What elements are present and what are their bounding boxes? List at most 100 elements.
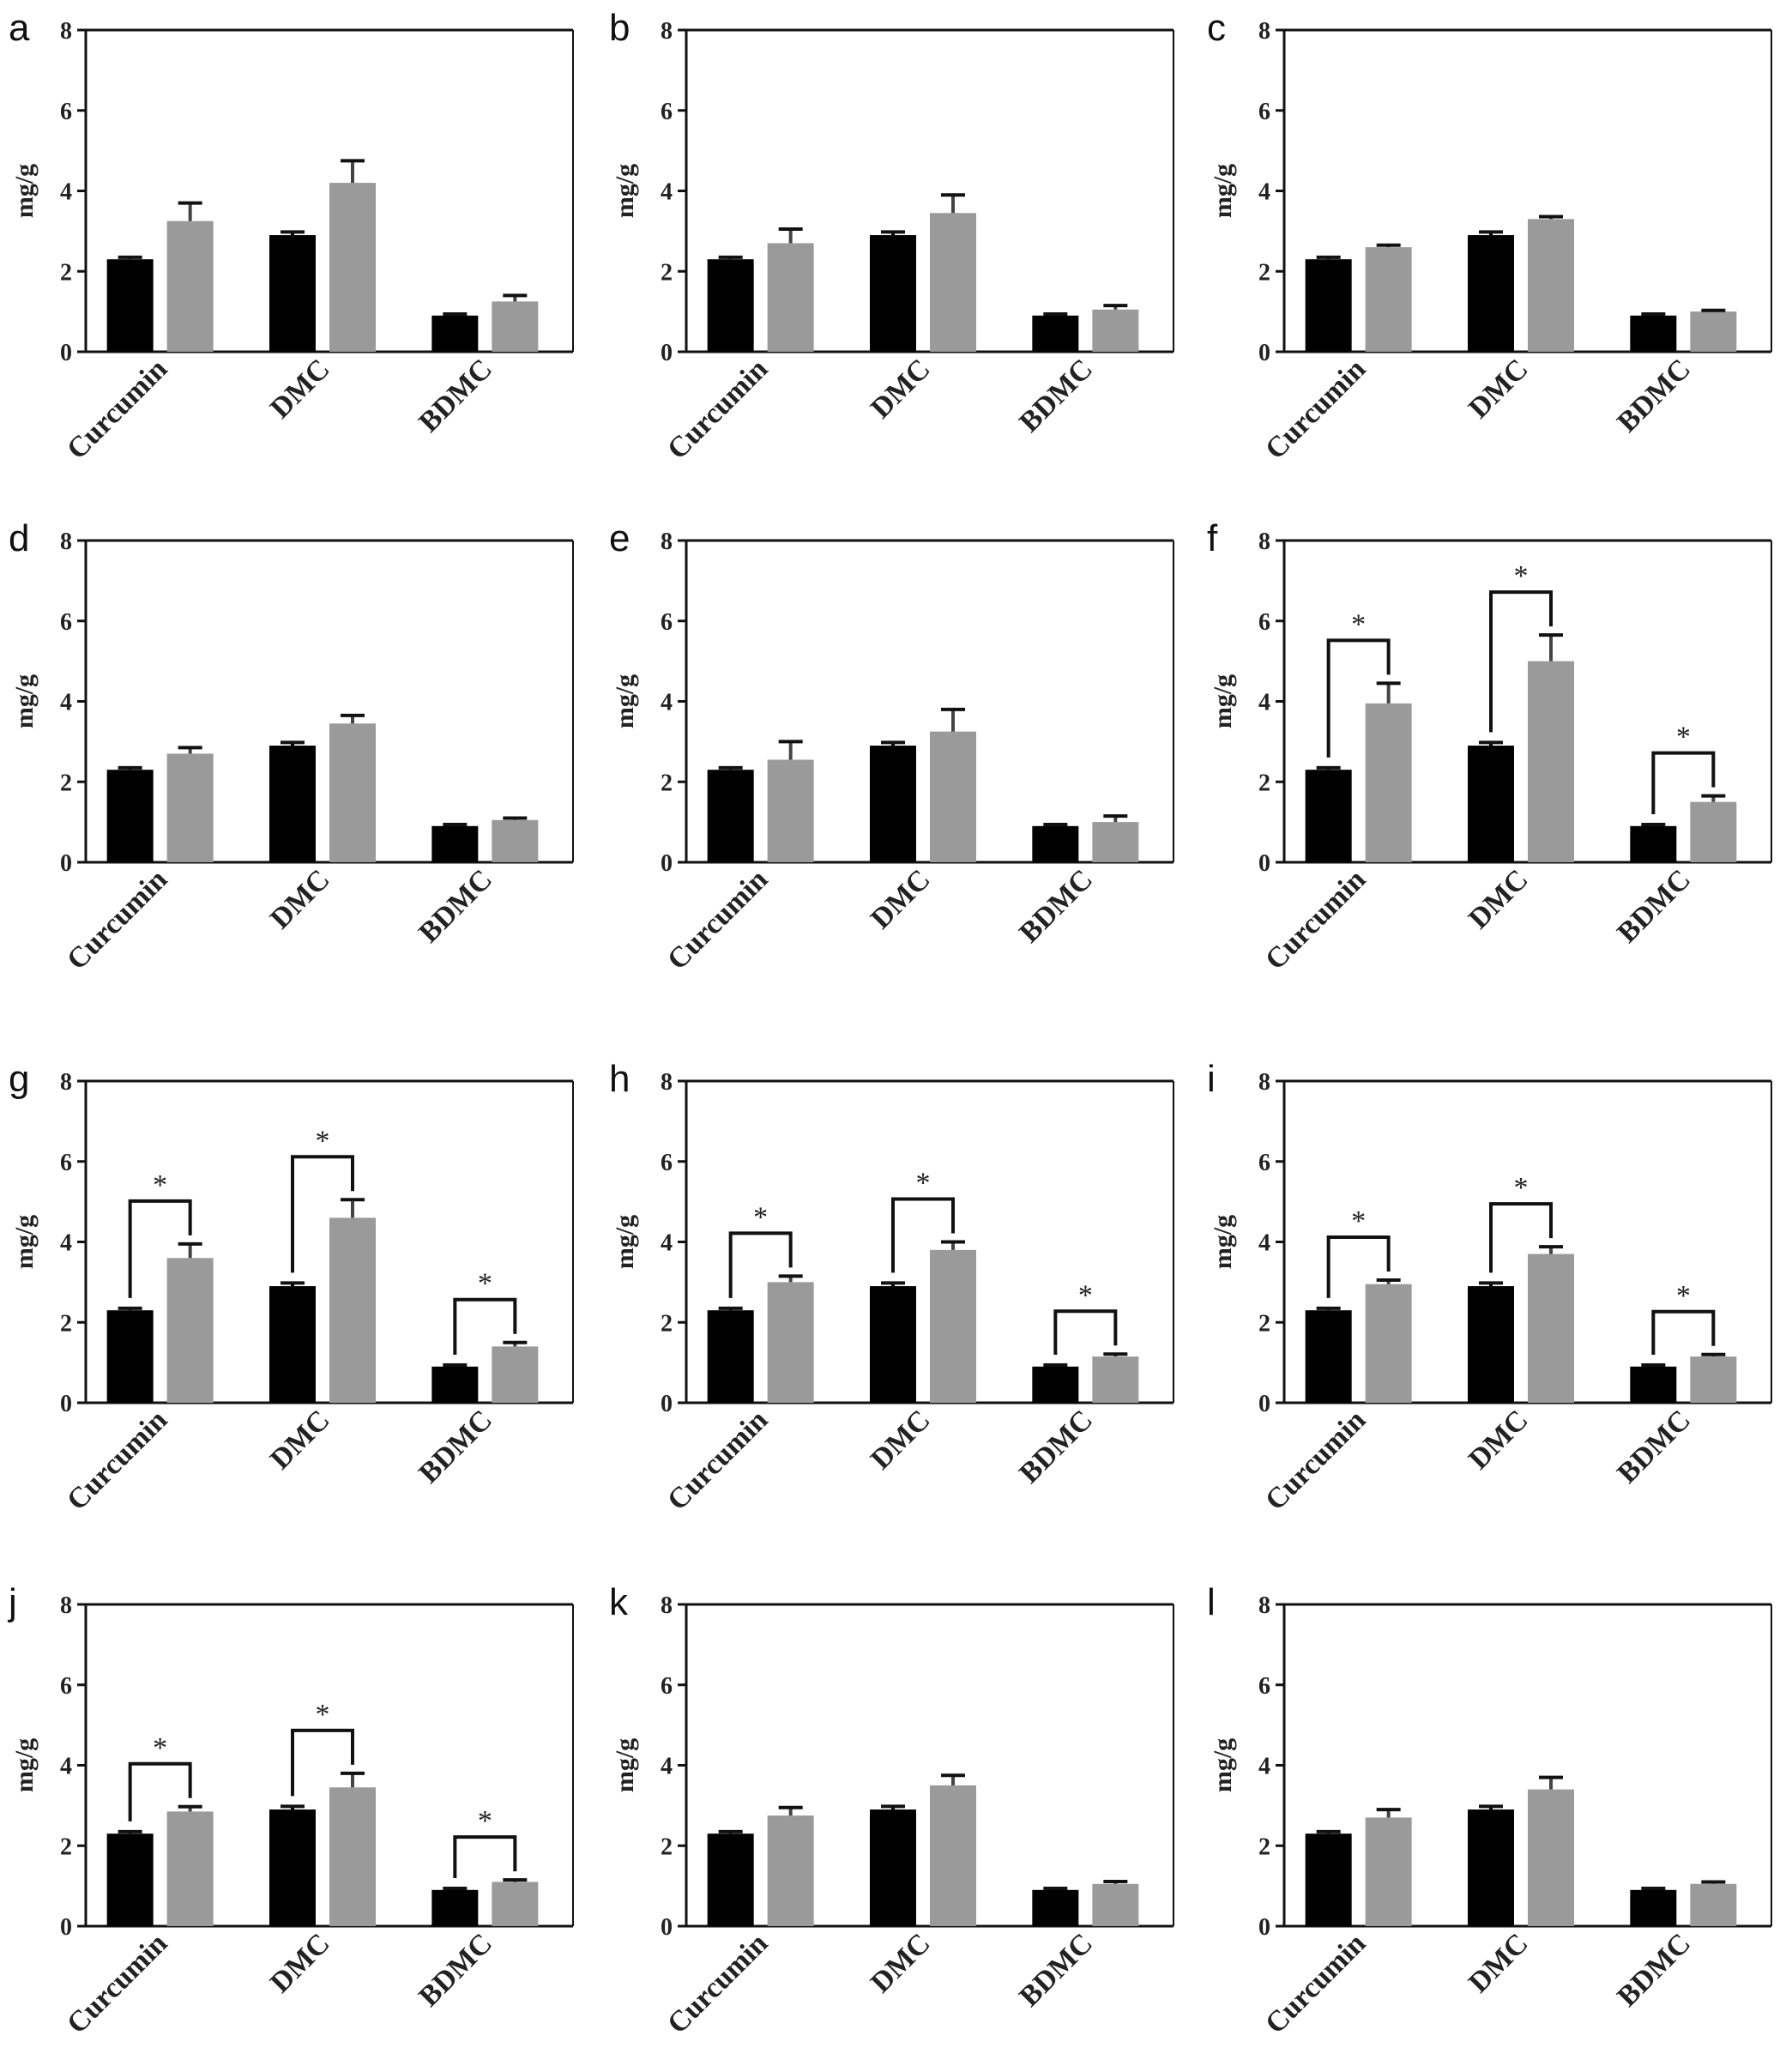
significance-bracket [1489,1202,1553,1273]
y-tick-label: 2 [1258,1833,1270,1860]
panel-letter: a [9,7,30,49]
panel-letter: b [609,7,630,49]
panel-f: f 0 2 4 6 8 mg/g Curcumin * DMC * BDMC * [1207,517,1772,976]
bar [431,825,479,862]
significance-bracket [128,1199,192,1298]
panel-letter: k [609,1581,629,1623]
bar [767,1815,814,1926]
y-tick-label: 6 [1258,1673,1270,1700]
significance-star: * [1676,1280,1691,1312]
significance-bracket [1489,590,1553,733]
panel-letter: f [1207,517,1218,559]
y-tick-label: 8 [1258,1592,1270,1619]
y-tick-label: 4 [60,690,72,716]
x-category-label: BDMC [1013,863,1099,949]
x-category-label: DMC [1463,1404,1535,1476]
panel-letter: j [7,1581,17,1623]
y-tick-label: 6 [60,1673,72,1700]
bar [930,1249,976,1403]
y-tick-label: 0 [661,850,673,877]
y-tick-label: 8 [1258,529,1270,555]
bar [707,259,754,352]
significance-star: * [153,1169,167,1201]
y-tick-label: 0 [60,850,72,877]
x-category-label: BDMC [413,1927,498,2013]
bar [1032,1366,1079,1403]
significance-bracket [1326,638,1391,758]
bar [166,1811,214,1926]
significance-bracket [128,1761,192,1821]
y-tick-label: 2 [60,1833,72,1860]
bar [269,1809,316,1926]
bar [166,220,214,352]
x-category-label: DMC [865,353,937,425]
x-category-label: BDMC [1013,353,1099,438]
y-axis-label: mg/g [611,674,639,728]
y-tick-label: 6 [1258,99,1270,125]
y-tick-label: 0 [1258,1914,1270,1941]
x-category-label: DMC [264,1927,336,1999]
panel-b: b 0 2 4 6 8 mg/g Curcumin DMC BDMC [609,7,1174,466]
y-tick-label: 2 [60,770,72,796]
bar [106,259,154,352]
y-tick-label: 6 [661,1673,673,1700]
significance-star: * [153,1732,167,1764]
significance-bracket [1326,1235,1391,1298]
bar [106,1310,154,1403]
x-category-label: DMC [1463,1927,1535,1999]
bar [166,753,214,862]
x-category-label: Curcumin [61,863,173,976]
bar [1690,801,1737,862]
y-tick-label: 2 [661,1833,673,1860]
y-axis-label: mg/g [611,164,639,218]
x-category-label: Curcumin [661,863,774,976]
y-tick-label: 0 [60,1391,72,1417]
y-tick-label: 2 [661,259,673,286]
bar [1690,1356,1737,1403]
x-category-label: Curcumin [1259,863,1372,976]
panel-g: g 0 2 4 6 8 mg/g Curcumin * DMC * BDMC * [9,1058,574,1517]
x-category-label: BDMC [1611,863,1697,949]
y-tick-label: 4 [60,1754,72,1780]
bar [1630,1366,1677,1403]
y-axis-label: mg/g [1209,164,1237,218]
x-category-label: DMC [264,353,336,425]
bar [106,770,154,862]
x-category-label: BDMC [413,353,498,438]
bar [166,1258,214,1403]
y-tick-label: 8 [661,1592,673,1619]
x-category-label: Curcumin [1259,1927,1372,2039]
y-tick-label: 2 [60,259,72,286]
y-tick-label: 2 [1258,1310,1270,1337]
y-tick-label: 4 [1258,1230,1270,1257]
x-category-label: Curcumin [661,1927,774,2039]
y-axis-label: mg/g [611,1215,639,1269]
panel-j: j 0 2 4 6 8 mg/g Curcumin * DMC * BDMC * [7,1581,574,2040]
bar [707,1833,754,1926]
significance-star: * [1514,560,1529,592]
y-tick-label: 4 [1258,690,1270,716]
y-tick-label: 8 [60,1069,72,1096]
y-tick-label: 6 [661,609,673,636]
significance-star: * [1676,722,1691,753]
panel-letter: d [9,517,29,559]
x-category-label: DMC [865,1404,937,1476]
x-category-label: BDMC [1013,1404,1099,1489]
y-tick-label: 8 [1258,1069,1270,1096]
y-tick-label: 0 [60,1914,72,1941]
bar [492,819,539,862]
bar [1365,1284,1412,1403]
y-axis-label: mg/g [10,1215,39,1269]
bar [1305,770,1352,862]
bar [870,746,916,862]
bar [1528,661,1574,862]
y-tick-label: 0 [60,340,72,366]
bar [1468,746,1514,862]
significance-bracket [728,1231,793,1298]
panel-l: l 0 2 4 6 8 mg/g Curcumin DMC BDMC [1207,1581,1772,2040]
y-tick-label: 6 [1258,1150,1270,1176]
y-tick-label: 4 [60,179,72,206]
bar [492,1882,539,1926]
significance-star: * [478,1268,492,1300]
bar [767,759,814,862]
